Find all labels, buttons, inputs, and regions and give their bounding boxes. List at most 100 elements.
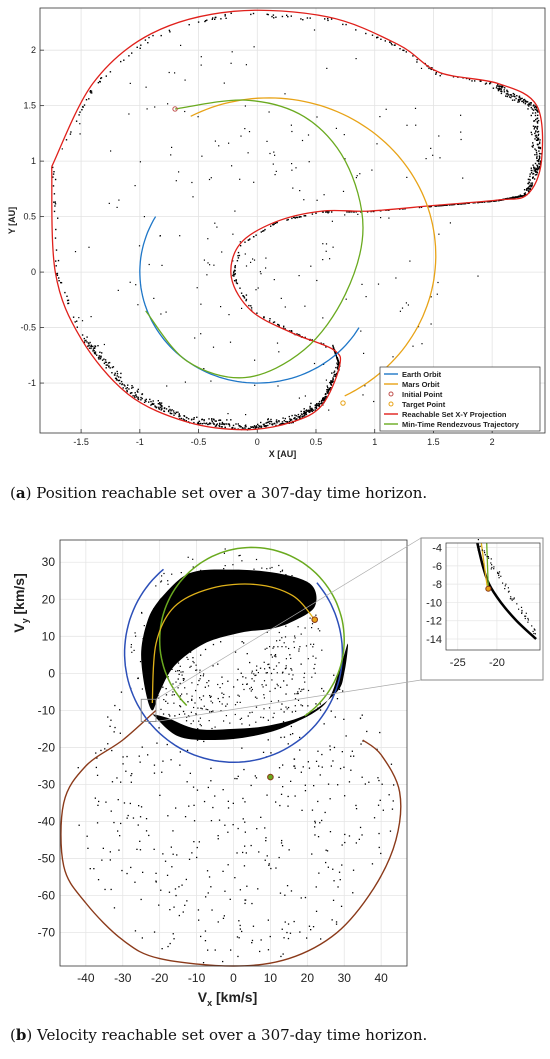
- panel-b-inset-point: [533, 628, 535, 630]
- panel-b-reachable-point: [120, 691, 123, 693]
- panel-b-reachable-point: [311, 853, 313, 855]
- panel-a-reachable-point: [81, 320, 84, 322]
- panel-b-reachable-point: [153, 772, 156, 774]
- panel-b-reachable-point: [267, 581, 269, 583]
- panel-a-reachable-point: [92, 350, 94, 352]
- panel-a-reachable-point: [269, 423, 271, 425]
- panel-a-reachable-point: [327, 390, 330, 392]
- panel-b-rendezvous-trajectory: [151, 583, 316, 704]
- panel-a-reachable-point: [267, 418, 269, 420]
- panel-a-reachable-point: [273, 17, 275, 19]
- panel-a-y-tick-label: -1: [28, 378, 36, 388]
- panel-a-reachable-point: [335, 373, 337, 376]
- panel-b-reachable-point: [243, 688, 245, 691]
- panel-b-reachable-point: [225, 597, 227, 599]
- panel-a-reachable-point: [260, 421, 262, 424]
- panel-a-reachable-point: [532, 105, 534, 107]
- panel-a-reachable-point: [527, 182, 529, 185]
- panel-b-reachable-point: [269, 626, 271, 628]
- panel-a-reachable-point: [531, 169, 533, 172]
- panel-a-reachable-point: [105, 361, 107, 363]
- panel-b-reachable-point: [204, 686, 206, 688]
- panel-b-reachable-point: [293, 646, 295, 649]
- panel-b-reachable-point: [202, 962, 205, 964]
- panel-a-y-tick-label: -0.5: [20, 323, 36, 333]
- panel-b-reachable-point: [168, 619, 171, 621]
- panel-a-reachable-point: [287, 218, 289, 221]
- panel-a-reachable-point: [53, 193, 56, 195]
- panel-a-reachable-point: [380, 217, 382, 219]
- panel-a-reachable-point: [537, 168, 539, 170]
- panel-a-reachable-point: [54, 205, 56, 207]
- panel-a-reachable-point: [299, 415, 302, 417]
- panel-a-reachable-point: [260, 273, 262, 275]
- panel-a-reachable-point: [518, 101, 520, 103]
- panel-a-reachable-point: [518, 96, 520, 99]
- panel-a-reachable-point: [377, 36, 379, 38]
- panel-b-reachable-point: [212, 710, 214, 712]
- panel-a-reachable-point: [148, 36, 150, 39]
- panel-a-reachable-point: [53, 210, 56, 213]
- panel-b-reachable-point: [187, 556, 189, 558]
- panel-a-reachable-point: [500, 88, 502, 90]
- panel-b-reachable-point: [303, 672, 306, 674]
- panel-b-inset-point: [477, 547, 479, 549]
- panel-b-reachable-point: [313, 785, 315, 787]
- panel-a-reachable-point: [90, 347, 92, 350]
- panel-a-reachable-point: [226, 419, 228, 421]
- panel-a-reachable-point: [234, 273, 236, 275]
- panel-a-reachable-point: [214, 425, 217, 427]
- panel-a-reachable-point: [496, 85, 498, 87]
- panel-a-reachable-point: [538, 165, 541, 168]
- panel-a-reachable-point: [259, 425, 261, 428]
- panel-a-reachable-point: [92, 345, 94, 348]
- panel-a-reachable-point: [420, 67, 423, 69]
- panel-b-reachable-point: [239, 924, 241, 927]
- panel-a-reachable-point: [88, 246, 90, 248]
- panel-a-reachable-point: [530, 131, 532, 134]
- panel-a-reachable-point: [240, 426, 242, 428]
- panel-b-reachable-point: [167, 945, 169, 948]
- panel-b-reachable-point: [204, 574, 206, 576]
- panel-a-reachable-point: [56, 272, 59, 275]
- panel-b-reachable-point: [327, 866, 329, 868]
- panel-a-reachable-point: [535, 149, 537, 152]
- panel-a-reachable-point: [303, 199, 305, 201]
- panel-a-reachable-point: [128, 55, 130, 57]
- panel-b-reachable-point: [205, 579, 207, 581]
- panel-a-reachable-point: [78, 317, 80, 319]
- panel-a-reachable-point: [220, 18, 222, 20]
- panel-a-reachable-point: [460, 114, 462, 116]
- panel-a-reachable-point: [438, 233, 440, 235]
- panel-a-reachable-point: [344, 214, 346, 216]
- panel-b-reachable-point: [186, 592, 188, 594]
- panel-b-reachable-point: [265, 840, 267, 842]
- panel-a-reachable-point: [129, 281, 131, 283]
- panel-a-y-tick-label: 1.5: [23, 101, 36, 111]
- panel-a-reachable-point: [528, 190, 530, 193]
- panel-b-reachable-point: [291, 711, 293, 713]
- panel-b-reachable-point: [167, 665, 169, 667]
- panel-a-reachable-point: [330, 383, 332, 385]
- panel-b-reachable-point: [228, 604, 230, 606]
- panel-b-inset-point: [527, 621, 529, 623]
- panel-a-reachable-point: [178, 171, 180, 173]
- panel-b-reachable-point: [169, 715, 171, 717]
- panel-a-reachable-point: [120, 380, 123, 383]
- panel-b-reachable-point: [208, 720, 210, 722]
- panel-b-reachable-point: [246, 653, 248, 655]
- panel-b-reachable-point: [215, 601, 217, 603]
- panel-a-reachable-point: [244, 128, 246, 130]
- panel-b-reachable-point: [334, 716, 336, 718]
- panel-b-reachable-point: [260, 816, 262, 818]
- panel-b-reachable-point: [331, 919, 333, 921]
- panel-b-reachable-point: [160, 889, 162, 891]
- panel-b-reachable-point: [242, 797, 244, 800]
- panel-a-reachable-point: [278, 424, 281, 426]
- panel-a-reachable-point: [281, 421, 284, 423]
- panel-a-reachable-point: [523, 98, 526, 101]
- panel-b-reachable-point: [250, 686, 252, 688]
- panel-b-reachable-point: [182, 911, 184, 913]
- panel-b-reachable-point: [168, 891, 171, 893]
